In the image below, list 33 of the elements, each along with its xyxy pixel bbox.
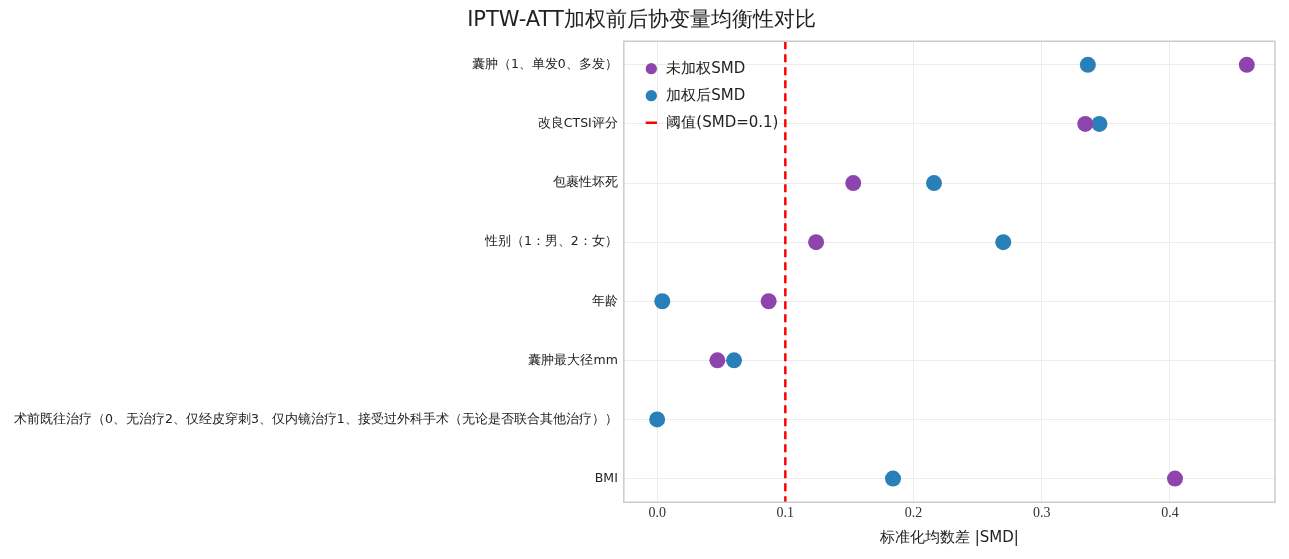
legend-label: 未加权SMD	[666, 58, 746, 77]
chart-title: IPTW-ATT加权前后协变量均衡性对比	[467, 7, 816, 32]
point	[1079, 56, 1096, 73]
point	[995, 234, 1012, 251]
point	[926, 175, 943, 192]
point	[726, 352, 743, 369]
point	[654, 293, 671, 310]
y-tick-label: 包裹性坏死	[552, 174, 618, 190]
point	[885, 470, 901, 487]
y-tick-label: BMI	[594, 469, 618, 485]
point	[649, 411, 666, 428]
y-tick-label: 改良CTSI评分	[537, 115, 618, 131]
x-tick-label: 0.0	[648, 505, 666, 521]
y-tick-label: 术前既往治疗（0、无治疗2、仅经皮穿刺3、仅内镜治疗1、接受过外科手术（无论是否联合其他治疗））	[14, 410, 618, 426]
point	[1091, 115, 1108, 132]
ref-line-label: 阈值(SMD=0.1)	[666, 112, 779, 131]
y-tick-label: 性别（1：男、2：女）	[483, 233, 618, 249]
point	[709, 352, 726, 369]
y-tick-label: 囊肿最大径mm	[528, 351, 618, 367]
y-tick-label: 年龄	[591, 292, 618, 308]
x-tick-label: 0.3	[1032, 505, 1051, 521]
point	[808, 234, 825, 251]
x-tick-label: 0.2	[904, 505, 923, 521]
x-tick-label: 0.4	[1161, 505, 1179, 521]
point	[1238, 56, 1255, 73]
legend-label: 加权后SMD	[666, 85, 746, 104]
y-tick-label: 囊肿（1、单发0、多发）	[471, 56, 618, 72]
point	[1167, 470, 1184, 487]
point	[845, 175, 862, 192]
x-tick-label: 0.1	[776, 505, 795, 521]
x-axis-title: 标准化均数差 |SMD|	[878, 527, 1019, 546]
point	[1077, 115, 1094, 132]
point	[760, 293, 777, 310]
